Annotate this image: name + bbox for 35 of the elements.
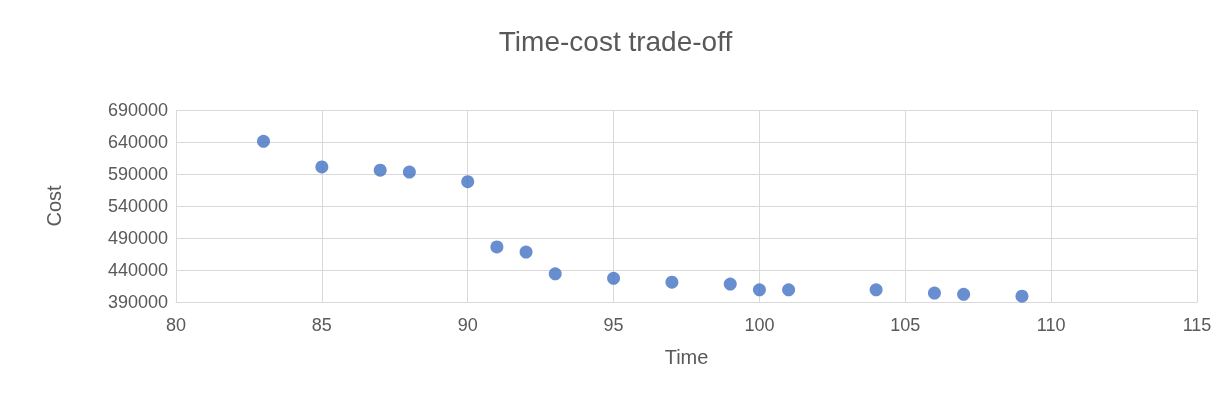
point — [461, 175, 475, 189]
point — [723, 277, 737, 291]
x-axis-title: Time — [664, 346, 709, 368]
point — [315, 160, 329, 174]
y-tick-label: 640000 — [107, 132, 168, 152]
x-tick-label: 95 — [603, 315, 624, 335]
point — [752, 283, 766, 297]
point — [519, 245, 533, 259]
point — [402, 165, 416, 179]
point — [927, 286, 941, 300]
x-tick-label: 80 — [165, 315, 187, 335]
x-tick-label: 100 — [744, 315, 775, 335]
y-axis-title: Cost — [43, 185, 65, 227]
y-tick-label: 590000 — [107, 164, 168, 184]
x-tick-label: 90 — [457, 315, 478, 335]
y-tick-label: 440000 — [107, 260, 168, 280]
x-tick-label: 115 — [1182, 315, 1212, 335]
point — [490, 240, 504, 254]
y-tick-label: 490000 — [107, 228, 168, 248]
point — [665, 275, 679, 289]
y-tick-label: 690000 — [107, 100, 168, 120]
point — [257, 134, 271, 148]
point — [607, 271, 621, 285]
point — [957, 287, 971, 301]
point — [782, 283, 796, 297]
point — [869, 283, 883, 297]
point — [1015, 289, 1029, 303]
x-tick-label: 105 — [890, 315, 921, 335]
point — [373, 163, 387, 177]
x-tick-label: 85 — [311, 315, 332, 335]
y-tick-label: 390000 — [107, 292, 168, 312]
x-tick-label: 110 — [1036, 315, 1066, 335]
y-tick-label: 540000 — [107, 196, 168, 216]
chart-title: Time-cost trade-off — [498, 25, 733, 57]
point — [548, 267, 562, 281]
